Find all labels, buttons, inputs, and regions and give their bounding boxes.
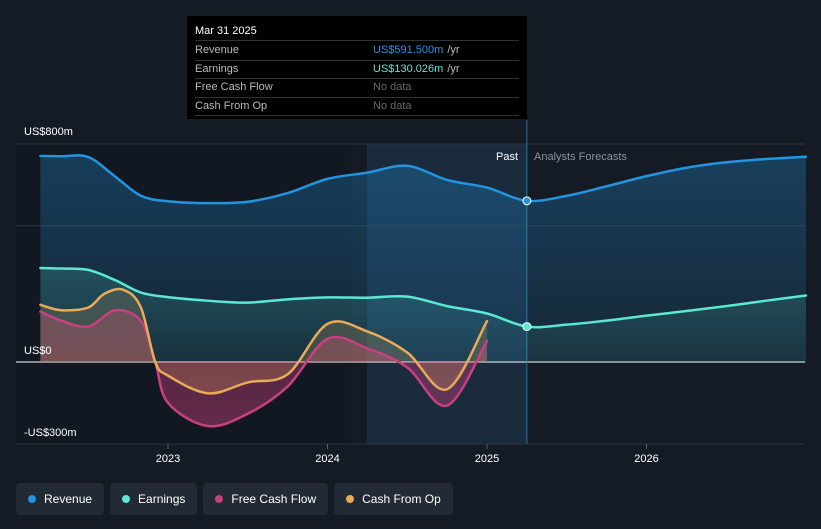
x-tick-label: 2025 xyxy=(475,453,499,465)
earnings-marker xyxy=(522,322,532,332)
tooltip-label: Revenue xyxy=(195,44,240,56)
tooltip-row-free-cash-flow: Free Cash Flow No data xyxy=(195,79,519,98)
tooltip-value: US$130.026m xyxy=(373,62,444,75)
tooltip-date: Mar 31 2025 xyxy=(195,24,519,41)
tooltip-row-earnings: Earnings US$130.026m /yr xyxy=(195,61,519,79)
earnings-area xyxy=(40,267,806,362)
tooltip-value: No data xyxy=(373,99,412,112)
legend-item-free-cash-flow[interactable]: Free Cash Flow xyxy=(203,483,329,515)
forecast-label: Analysts Forecasts xyxy=(534,151,627,163)
legend-label: Revenue xyxy=(44,492,93,506)
free-cash-flow-line xyxy=(39,308,489,428)
revenue-line xyxy=(39,154,808,205)
tooltip-row-cash-from-op: Cash From Op No data xyxy=(195,98,519,116)
legend-dot-icon xyxy=(28,495,36,503)
x-tick-label: 2023 xyxy=(156,453,180,465)
tooltip-value: No data xyxy=(373,81,412,93)
legend-item-cash-from-op[interactable]: Cash From Op xyxy=(334,483,453,515)
earnings-line xyxy=(39,266,808,329)
legend-label: Earnings xyxy=(138,492,186,506)
tooltip-unit: /yr xyxy=(447,44,460,56)
tooltip-row-revenue: Revenue US$591.500m /yr xyxy=(195,42,519,61)
past-label: Past xyxy=(496,151,518,163)
legend-dot-icon xyxy=(215,495,224,503)
legend-dot-icon xyxy=(346,495,355,503)
y-tick-label-top: US$800m xyxy=(24,126,73,138)
revenue-marker xyxy=(522,196,532,206)
cash-from-op-line xyxy=(39,287,489,395)
tooltip-unit: /yr xyxy=(447,62,460,75)
y-tick-label-bottom: -US$300m xyxy=(24,427,77,439)
line-layer xyxy=(39,154,808,428)
label-layer: US$800m US$0 -US$300m Past Analysts Fore… xyxy=(24,126,659,465)
legend: Revenue Earnings Free Cash Flow Cash Fro… xyxy=(16,483,453,515)
legend-item-earnings[interactable]: Earnings xyxy=(110,483,198,515)
cash-from-op-area xyxy=(40,289,488,394)
x-tick-label: 2026 xyxy=(634,453,658,465)
legend-label: Cash From Op xyxy=(362,492,441,506)
legend-dot-icon xyxy=(122,495,131,503)
area-layer xyxy=(40,155,806,427)
tooltip: Mar 31 2025 Revenue US$591.500m /yr Earn… xyxy=(187,16,527,119)
marker-layer xyxy=(522,196,532,332)
legend-item-revenue[interactable]: Revenue xyxy=(16,483,105,515)
tooltip-label: Free Cash Flow xyxy=(195,81,273,93)
tooltip-label: Cash From Op xyxy=(195,99,268,112)
tooltip-label: Earnings xyxy=(195,62,239,75)
x-tick-label: 2024 xyxy=(315,453,339,465)
legend-label: Free Cash Flow xyxy=(231,492,317,506)
y-tick-label-zero: US$0 xyxy=(24,345,52,357)
tooltip-value: US$591.500m xyxy=(373,44,444,56)
